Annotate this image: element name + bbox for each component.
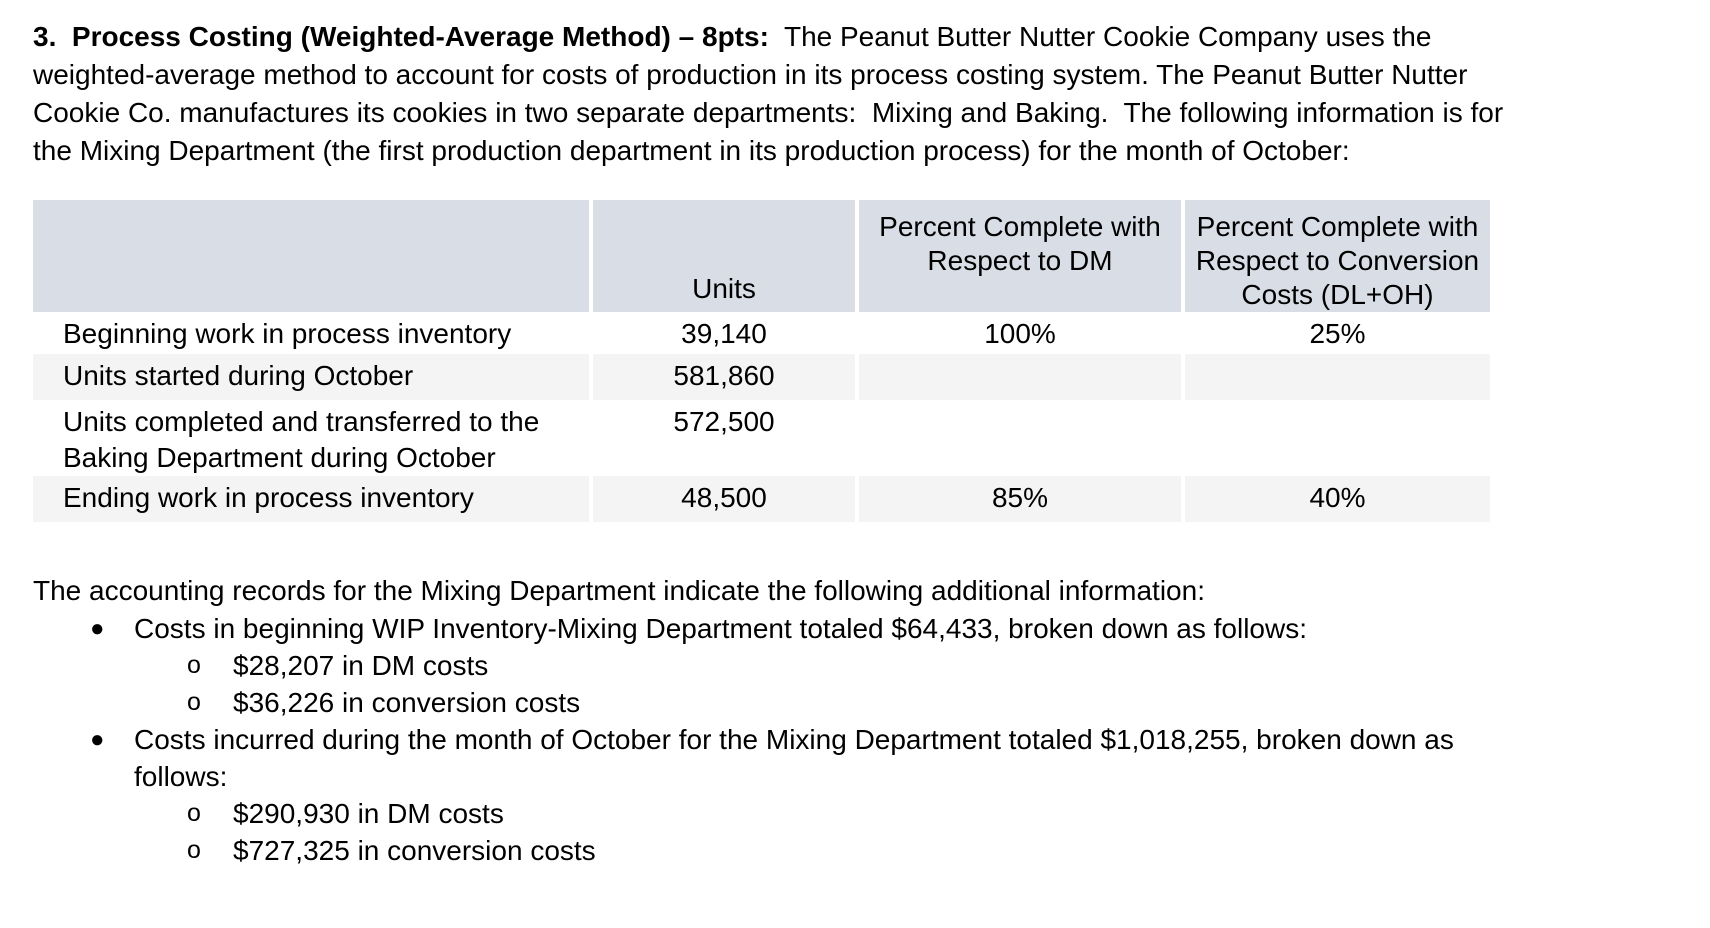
circle-bullet-icon: o: [187, 688, 201, 716]
list-item: o $290,930 in DM costs: [33, 795, 1710, 832]
table-row-units-started: Units started during October 581,860: [33, 354, 1490, 400]
header-row: Units Percent Complete with Respect to D…: [33, 200, 1490, 312]
table-row-ending-wip: Ending work in process inventory 48,500 …: [33, 476, 1490, 522]
list-item: ● Costs in beginning WIP Inventory-Mixin…: [33, 610, 1710, 647]
row-label: Ending work in process inventory: [33, 476, 593, 522]
list-item-text: $290,930 in DM costs: [233, 798, 504, 829]
cost-bullet-list: ● Costs in beginning WIP Inventory-Mixin…: [33, 610, 1710, 869]
circle-bullet-icon: o: [187, 836, 201, 864]
table-header: Units Percent Complete with Respect to D…: [33, 200, 1490, 312]
units-value: 48,500: [591, 476, 859, 522]
list-item: o $28,207 in DM costs: [33, 647, 1710, 684]
row-label: Units completed and transferred to the B…: [33, 400, 593, 476]
table-row-beginning-wip: Beginning work in process inventory 39,1…: [33, 312, 1490, 354]
percent-dm-value: [857, 400, 1185, 476]
percent-conversion-value: 25%: [1309, 318, 1366, 349]
header-cell-percent-dm: Percent Complete with Respect to DM: [857, 200, 1185, 312]
additional-info-intro: The accounting records for the Mixing De…: [33, 575, 1205, 606]
problem-statement: 3. Process Costing (Weighted-Average Met…: [33, 18, 1511, 170]
circle-bullet-icon: o: [187, 799, 201, 827]
units-value: 39,140: [591, 312, 859, 354]
list-item: o $36,226 in conversion costs: [33, 684, 1710, 721]
bullet-icon: ●: [90, 615, 105, 642]
table-body: Beginning work in process inventory 39,1…: [33, 312, 1490, 522]
list-item: o $727,325 in conversion costs: [33, 832, 1710, 869]
units-value: 581,860: [591, 354, 859, 400]
list-item-text: $727,325 in conversion costs: [233, 835, 596, 866]
row-label: Units started during October: [33, 354, 593, 400]
percent-dm-value: 85%: [857, 476, 1185, 522]
header-cell-blank: [33, 200, 593, 312]
production-data-table: Units Percent Complete with Respect to D…: [33, 200, 1490, 522]
table-row-units-completed: Units completed and transferred to the B…: [33, 400, 1490, 476]
percent-dm-value: [857, 354, 1185, 400]
list-item: ● Costs incurred during the month of Oct…: [33, 721, 1710, 795]
units-value: 572,500: [591, 400, 859, 476]
header-cell-units: Units: [591, 200, 859, 312]
problem-description: The Peanut Butter Nutter Cookie Company …: [33, 21, 1511, 166]
list-item-text: $28,207 in DM costs: [233, 650, 489, 681]
list-item-text: Costs incurred during the month of Octob…: [134, 724, 1454, 792]
percent-conversion-value: [1183, 354, 1490, 400]
percent-conversion-value: 40%: [1183, 476, 1490, 522]
circle-bullet-icon: o: [187, 651, 201, 679]
problem-title: 3. Process Costing (Weighted-Average Met…: [33, 21, 769, 52]
header-cell-percent-conversion: Percent Complete with Respect to Convers…: [1183, 200, 1490, 312]
row-label: Beginning work in process inventory: [33, 312, 593, 354]
percent-conversion-value: [1183, 400, 1490, 476]
list-item-text: $36,226 in conversion costs: [233, 687, 581, 718]
percent-dm-value: 100%: [857, 312, 1185, 354]
bullet-icon: ●: [90, 726, 105, 753]
list-item-text: Costs in beginning WIP Inventory-Mixing …: [134, 613, 1308, 644]
